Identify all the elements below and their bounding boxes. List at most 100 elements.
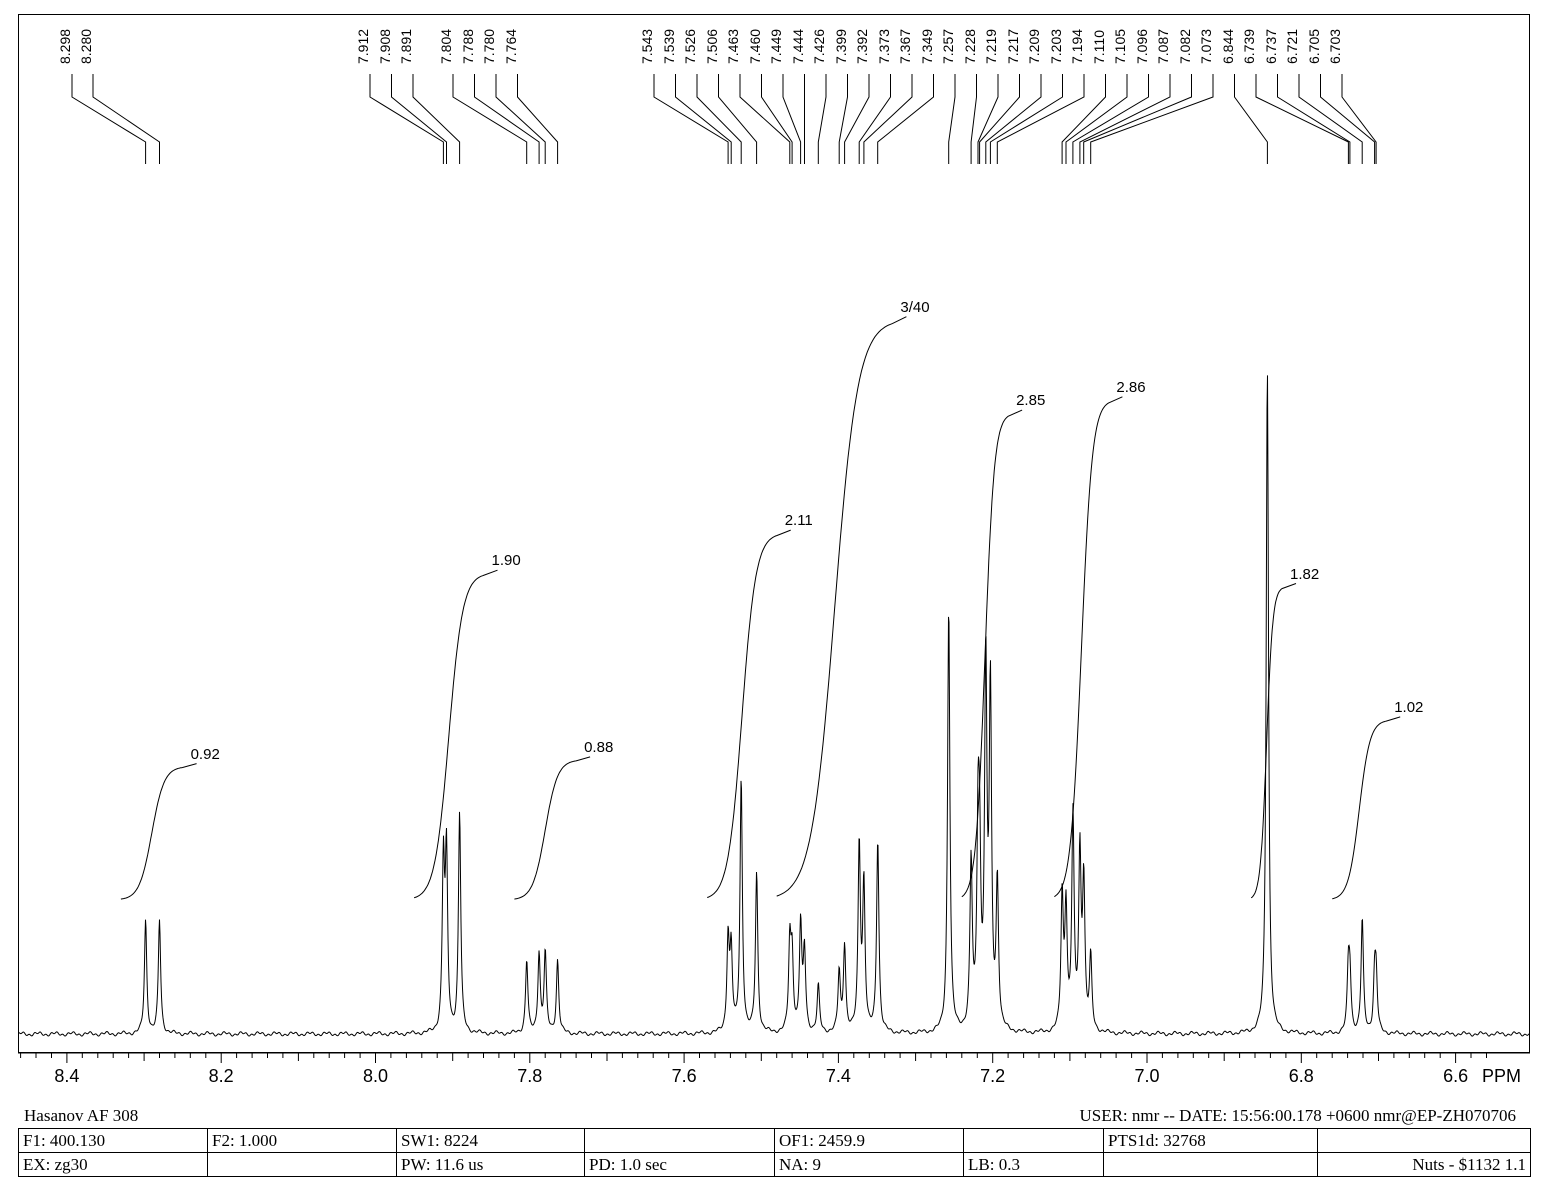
peak-label: 7.392 [854, 28, 870, 64]
peak-label: 7.096 [1133, 28, 1150, 64]
param-nuts: Nuts - $1132 1.1 [1317, 1152, 1531, 1177]
x-tick-label: 6.6 [1443, 1066, 1469, 1086]
peak-pointer-line [1320, 74, 1376, 164]
integral-curve [413, 569, 498, 899]
peak-label: 7.804 [438, 28, 454, 64]
peak-pointer-line [1090, 74, 1214, 164]
peak-label: 7.073 [1198, 28, 1214, 64]
peak-label: 7.087 [1155, 28, 1171, 64]
peak-pointer-line [985, 74, 1042, 164]
peak-pointer-line [977, 74, 999, 164]
x-axis-ticks [20, 1053, 1487, 1063]
param-pts1d: PTS1d: 32768 [1103, 1128, 1318, 1153]
integral-curves [120, 316, 1401, 900]
peak-label: 7.449 [768, 28, 784, 64]
integral-label: 2.85 [1016, 392, 1046, 410]
peak-pointer-line [1061, 74, 1106, 164]
peak-label: 7.203 [1047, 28, 1064, 64]
integral-label: 0.92 [190, 745, 220, 763]
peak-label: 6.703 [1327, 28, 1343, 64]
peak-pointer-line [858, 74, 891, 164]
peak-pointer-lines [71, 74, 1377, 164]
peak-label: 6.721 [1284, 28, 1300, 64]
peak-pointer-line [877, 74, 934, 164]
acquisition-parameters: F1: 400.130 F2: 1.000 SW1: 8224 OF1: 245… [18, 1128, 1531, 1177]
peak-pointer-line [1255, 74, 1349, 164]
integral-label: 0.88 [584, 738, 614, 756]
sample-name: Hasanov AF 308 [24, 1106, 139, 1125]
param-f1: F1: 400.130 [18, 1128, 208, 1153]
x-tick-label: 8.0 [362, 1066, 389, 1086]
parameter-footer: Hasanov AF 308 USER: nmr -- DATE: 15:56:… [18, 1104, 1531, 1178]
x-tick-label: 7.4 [825, 1066, 851, 1086]
peak-pointer-line [1234, 74, 1268, 164]
param-empty-1 [584, 1128, 775, 1153]
peak-label: 7.373 [875, 28, 892, 64]
peak-label: 7.444 [789, 28, 806, 64]
peak-label: 7.217 [1004, 28, 1021, 64]
peak-pointer-line [1072, 74, 1149, 164]
peak-pointer-line [495, 74, 546, 164]
peak-label: 7.194 [1069, 28, 1085, 64]
peak-label: 6.844 [1219, 28, 1236, 64]
peak-label: 7.539 [660, 28, 677, 64]
parameter-row-1: F1: 400.130 F2: 1.000 SW1: 8224 OF1: 245… [18, 1128, 1531, 1153]
param-na: NA: 9 [774, 1152, 964, 1177]
peak-label: 7.463 [725, 28, 741, 64]
peak-pointer-line [948, 74, 956, 164]
param-f2: F2: 1.000 [207, 1128, 397, 1153]
peak-label: 7.543 [639, 28, 655, 64]
peak-pointer-line [653, 74, 729, 164]
peak-label: 7.426 [811, 28, 827, 64]
integral-curve [707, 529, 791, 898]
peak-label: 8.298 [57, 28, 73, 64]
param-empty-4 [207, 1152, 397, 1177]
peak-label: 6.737 [1262, 28, 1279, 64]
peak-label: 7.912 [355, 28, 371, 64]
peak-label: 7.399 [832, 28, 849, 64]
param-lb: LB: 0.3 [963, 1152, 1104, 1177]
peak-pointer-line [452, 74, 528, 164]
peak-label: 7.228 [961, 28, 978, 64]
peak-label: 7.219 [983, 28, 999, 64]
peak-pointer-line [1083, 74, 1192, 164]
peak-pointer-line [817, 74, 827, 164]
peak-label: 7.764 [502, 28, 519, 64]
peak-pointer-line [782, 74, 802, 164]
spectrum-line [18, 375, 1530, 1037]
param-ex: EX: zg30 [18, 1152, 208, 1177]
integral-label: 1.90 [491, 552, 521, 570]
x-tick-label: 7.6 [671, 1066, 697, 1086]
x-tick-label: 8.4 [54, 1066, 80, 1086]
peak-label: 7.506 [703, 28, 720, 64]
peak-label: 7.780 [481, 28, 497, 64]
param-empty-5 [1103, 1152, 1318, 1177]
integral-curve [1054, 396, 1123, 898]
param-pw: PW: 11.6 us [396, 1152, 585, 1177]
peak-pointer-line [739, 74, 791, 164]
peak-pointer-line [71, 74, 147, 164]
peak-pointer-line [1065, 74, 1128, 164]
integral-curve [1332, 716, 1401, 900]
x-tick-label: 8.2 [208, 1066, 234, 1086]
peak-pointer-line [863, 74, 913, 164]
peak-pointer-line [517, 74, 559, 164]
peak-label: 7.349 [918, 28, 935, 64]
param-of1: OF1: 2459.9 [774, 1128, 964, 1153]
integral-label: 2.11 [784, 512, 813, 530]
peak-pointer-line [696, 74, 742, 164]
integral-label: 3/40 [900, 298, 930, 316]
peak-label: 7.526 [682, 28, 698, 64]
peak-label: 7.891 [398, 28, 414, 64]
integral-label: 2.86 [1116, 378, 1146, 396]
param-empty-2 [963, 1128, 1104, 1153]
peak-label-row: 8.298 8.280 7.912 7.908 7.891 7.804 7.788 7.780… [0, 0, 1544, 160]
peak-pointer-line [412, 74, 461, 164]
x-tick-label: 7.2 [980, 1066, 1006, 1086]
peak-pointer-line [838, 74, 848, 164]
param-empty-3 [1317, 1128, 1531, 1153]
peak-label: 7.367 [897, 28, 913, 64]
peak-pointer-line [1341, 74, 1377, 164]
peak-pointer-line [92, 74, 160, 164]
